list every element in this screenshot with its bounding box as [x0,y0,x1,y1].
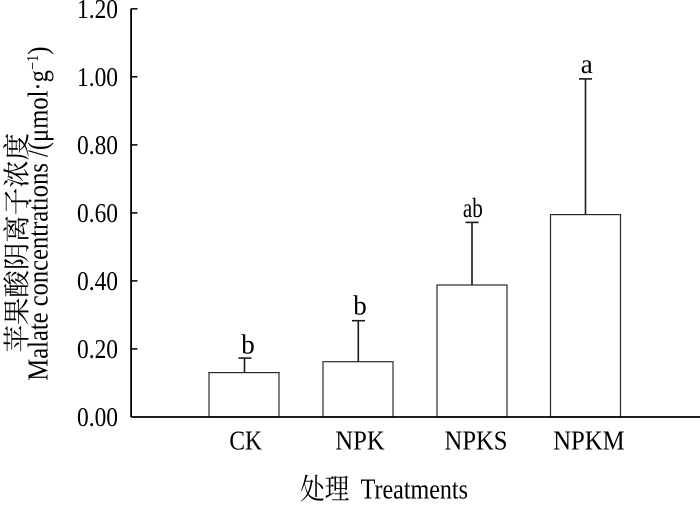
svg-text:1.00: 1.00 [77,62,118,92]
svg-text:0.00: 0.00 [77,402,118,432]
svg-text:0.40: 0.40 [77,266,118,296]
svg-text:NPKS: NPKS [445,426,508,456]
svg-text:b: b [241,330,255,360]
svg-text:ab: ab [463,193,483,223]
svg-text:CK: CK [229,426,262,456]
svg-text:Malate concentrations /(μmol·g: Malate concentrations /(μmol·g−1) [23,47,55,381]
svg-text:Treatments: Treatments [361,473,468,504]
svg-text:1.20: 1.20 [77,0,118,24]
svg-text:0.80: 0.80 [77,130,118,160]
svg-text:0.20: 0.20 [77,334,118,364]
svg-text:NPKM: NPKM [553,426,624,456]
svg-text:0.60: 0.60 [77,198,118,228]
svg-text:b: b [353,291,367,321]
svg-text:NPK: NPK [335,426,385,456]
svg-text:a: a [581,49,593,79]
